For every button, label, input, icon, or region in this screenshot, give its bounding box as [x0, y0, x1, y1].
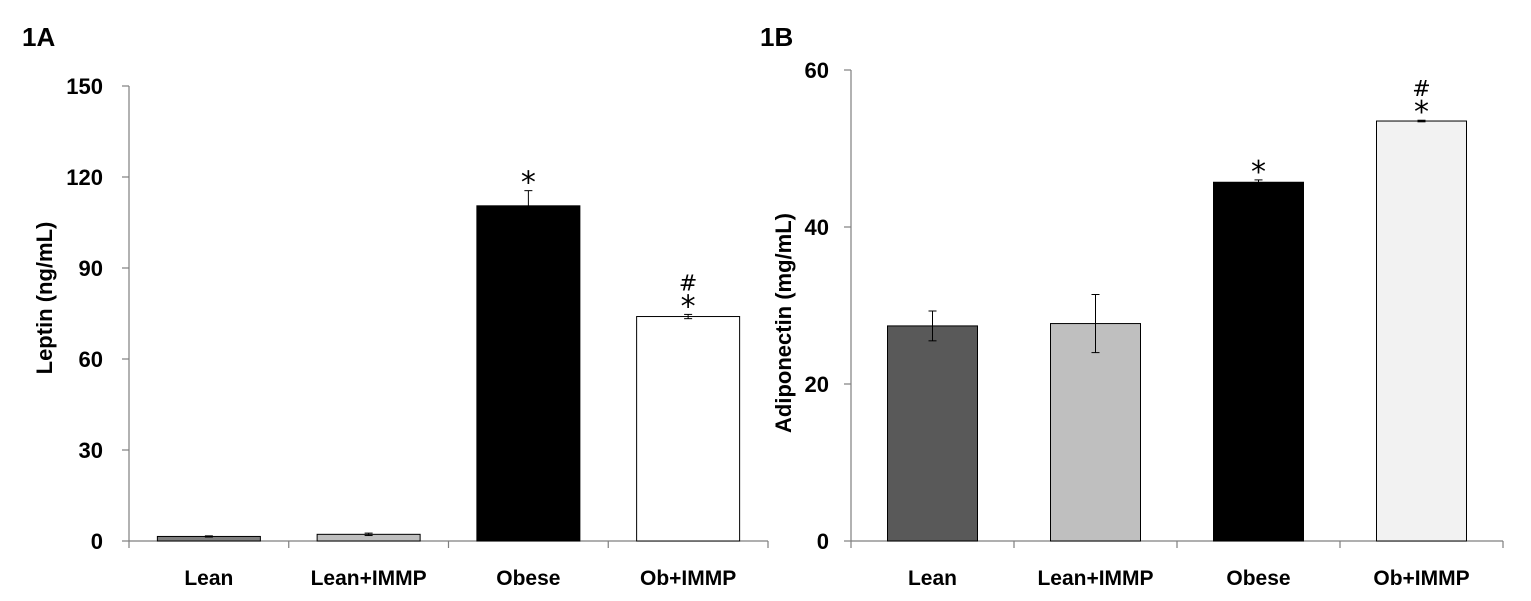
- category-label: Ob+IMMP: [1373, 567, 1469, 590]
- significance-star: *: [681, 289, 696, 324]
- bar-obese: [476, 205, 581, 542]
- significance-star: *: [1414, 95, 1429, 130]
- category-label: Lean+IMMP: [311, 567, 427, 590]
- bar-lean: [887, 325, 978, 542]
- bar-ob-immp: [1376, 120, 1467, 542]
- y-tick-label: 40: [805, 215, 829, 240]
- category-label: Obese: [1226, 567, 1290, 590]
- significance-star: *: [1251, 155, 1266, 190]
- category-label: Lean+IMMP: [1037, 567, 1153, 590]
- y-tick-label: 0: [91, 529, 103, 554]
- panel-1b: 1B Adiponectin (mg/mL) 0 20 40 60 Lean Lean+I…: [760, 22, 1504, 590]
- significance-hash: #: [1412, 77, 1430, 102]
- y-tick-label: 30: [79, 438, 103, 463]
- y-axis-title-adiponectin: Adiponectin (mg/mL): [771, 213, 796, 433]
- y-tick-label: 60: [805, 58, 829, 83]
- bar-lean-immp: [1050, 323, 1141, 542]
- category-label: Ob+IMMP: [640, 567, 736, 590]
- y-tick-label: 120: [66, 165, 103, 190]
- category-label: Obese: [496, 567, 560, 590]
- category-label: Lean: [184, 567, 233, 590]
- category-label: Lean: [908, 567, 957, 590]
- y-tick-label: 150: [66, 74, 103, 99]
- significance-star: *: [521, 166, 536, 201]
- bar-obese: [1213, 181, 1304, 542]
- panel-label-1b: 1B: [760, 22, 793, 52]
- y-axis-title-leptin: Leptin (ng/mL): [32, 222, 57, 375]
- significance-hash: #: [679, 271, 697, 296]
- y-tick-label: 60: [79, 347, 103, 372]
- y-tick-label: 20: [805, 372, 829, 397]
- panel-label-1a: 1A: [22, 22, 55, 52]
- bar-ob-immp: [636, 316, 741, 542]
- panel-1a: 1A Leptin (ng/mL) 0 30 60 90 120 150 Lean Lean+…: [22, 22, 769, 590]
- y-tick-label: 0: [817, 529, 829, 554]
- y-tick-label: 90: [79, 256, 103, 281]
